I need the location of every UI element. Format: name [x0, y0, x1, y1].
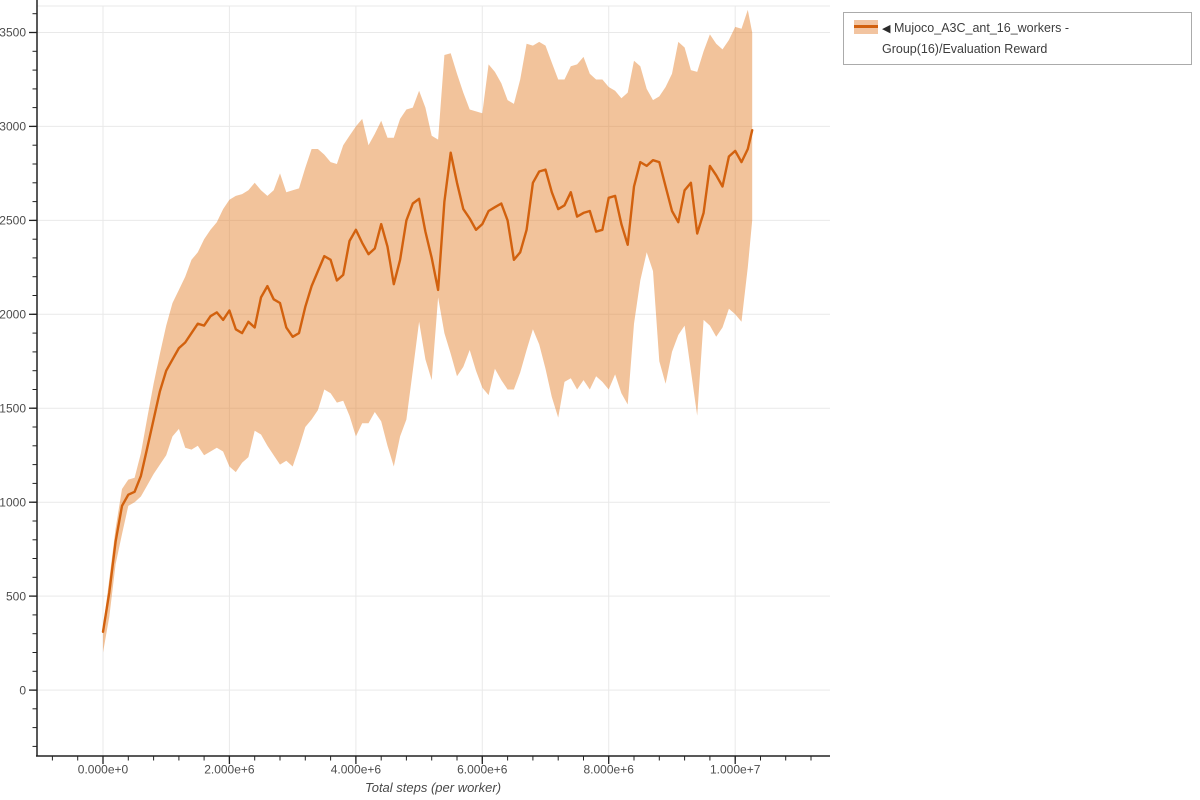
- x-tick-label: 2.000e+6: [204, 763, 255, 777]
- y-tick-label: 3000: [0, 120, 26, 134]
- legend-box[interactable]: ◀ Mujoco_A3C_ant_16_workers - Group(16)/…: [843, 12, 1192, 65]
- y-tick-label: 1000: [0, 495, 26, 509]
- x-tick-label: 8.000e+6: [584, 763, 635, 777]
- confidence-band: [103, 9, 753, 653]
- mean-line: [101, 129, 754, 633]
- y-tick-label: 2000: [0, 308, 26, 322]
- legend-entry: ◀ Mujoco_A3C_ant_16_workers - Group(16)/…: [854, 18, 1181, 59]
- y-tick-label: 3500: [0, 26, 26, 40]
- legend-collapse-icon[interactable]: ◀: [882, 23, 891, 35]
- legend-swatch-line: [854, 25, 878, 28]
- y-tick-label: 500: [6, 589, 26, 603]
- axis-ticks: [29, 13, 812, 764]
- x-tick-label: 4.000e+6: [331, 763, 382, 777]
- y-tick-label: 1500: [0, 401, 26, 415]
- y-tick-label: 0: [19, 683, 26, 697]
- legend-label: Mujoco_A3C_ant_16_workers - Group(16)/Ev…: [882, 21, 1070, 56]
- y-tick-label: 2500: [0, 214, 26, 228]
- gridlines: [37, 5, 830, 756]
- x-axis-title: Total steps (per worker): [364, 780, 502, 795]
- x-tick-label: 6.000e+6: [457, 763, 508, 777]
- x-tick-label: 0.000e+0: [78, 763, 129, 777]
- tick-labels: 0.000e+0 2.000e+6 4.000e+6 6.000e+6 8.000e+6…: [0, 26, 761, 777]
- legend-swatch-band: [854, 20, 878, 34]
- x-tick-label: 1.000e+7: [710, 763, 761, 777]
